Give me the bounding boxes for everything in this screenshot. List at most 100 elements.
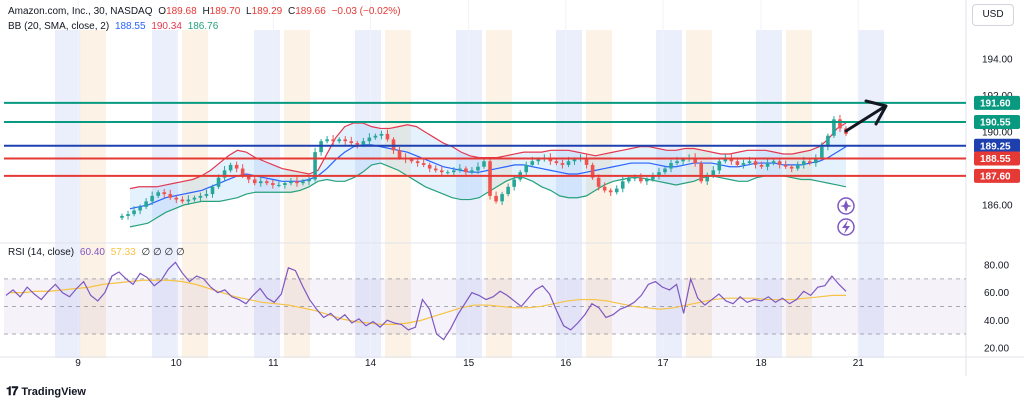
candle-body — [705, 175, 710, 182]
candle-body — [446, 172, 450, 174]
rsi-extra-values: ∅ ∅ ∅ ∅ — [141, 247, 185, 258]
candle-body — [138, 206, 142, 211]
open-label: O — [158, 6, 167, 17]
candle-body — [433, 168, 438, 171]
candle-body — [301, 181, 305, 184]
time-axis[interactable]: 9 10 11 14 15 16 17 18 21 — [75, 358, 864, 369]
candle-body — [355, 143, 360, 145]
candle-body — [337, 139, 341, 142]
level-price-label: 189.25 — [980, 141, 1011, 152]
candle-body — [482, 161, 486, 167]
currency-button[interactable]: USD — [972, 4, 1014, 26]
candle-body — [126, 214, 130, 216]
candle-body — [307, 179, 311, 182]
candle-body — [741, 163, 746, 165]
candle-body — [265, 181, 269, 184]
candle-body — [820, 146, 824, 158]
high-label: H — [202, 6, 210, 17]
level-price-badge[interactable] — [974, 168, 1020, 183]
candle-body — [717, 161, 722, 171]
candle-body — [222, 170, 227, 178]
bb-lower-value: 186.76 — [187, 21, 219, 32]
candle-body — [614, 188, 619, 193]
low-label: L — [246, 6, 252, 17]
session-band — [80, 30, 106, 358]
bb-upper-value: 190.34 — [151, 21, 182, 32]
rsi-tick-label: 60.00 — [984, 288, 1009, 299]
time-tick-label: 18 — [756, 358, 768, 369]
candle-body — [693, 157, 697, 164]
candlesticks — [120, 114, 848, 220]
candle-body — [488, 161, 492, 196]
candle-body — [234, 164, 239, 169]
level-price-badge[interactable] — [974, 138, 1020, 153]
open-value: 189.68 — [166, 6, 197, 17]
candle-body — [144, 201, 148, 207]
candle-body — [470, 170, 474, 173]
candle-body — [289, 181, 293, 184]
level-price-badge[interactable] — [974, 151, 1020, 166]
candle-body — [228, 164, 233, 171]
price-tick-label: 186.00 — [982, 201, 1013, 212]
candle-body — [783, 164, 788, 167]
candle-body — [675, 161, 679, 164]
time-tick-label: 15 — [463, 358, 475, 369]
candle-body — [669, 163, 673, 169]
tradingview-logo-text: TradingView — [21, 385, 86, 398]
rsi-tick-label: 20.00 — [984, 343, 1009, 354]
level-price-label: 190.55 — [980, 118, 1011, 129]
candle-body — [747, 161, 752, 164]
candle-body — [452, 170, 456, 173]
time-tick-label: 10 — [171, 358, 183, 369]
trend-arrow-annotation — [844, 99, 888, 133]
candle-body — [397, 150, 402, 158]
candle-body — [838, 119, 842, 129]
price-axis[interactable]: 194.00192.00190.00186.00191.60190.55189.… — [974, 55, 1020, 212]
session-band — [556, 30, 582, 358]
price-tick-label: 190.00 — [982, 128, 1013, 139]
candle-body — [156, 192, 160, 196]
candle-body — [150, 195, 154, 202]
candle-body — [439, 170, 444, 173]
chart-side-icons[interactable] — [837, 197, 855, 236]
symbol-title[interactable]: Amazon.com, Inc., 30, NASDAQ — [8, 6, 153, 17]
plus-sparkle-icon — [840, 200, 852, 212]
candle-body — [343, 139, 348, 142]
high-value: 189.70 — [209, 6, 241, 17]
rsi-line — [5, 261, 847, 341]
rsi-axis[interactable]: 80.00 60.00 40.00 20.00 — [984, 261, 1009, 355]
candle-body — [500, 194, 504, 202]
candle-body — [560, 163, 565, 165]
session-band — [656, 30, 682, 358]
candle-body — [476, 166, 480, 171]
legend-bollinger[interactable]: BB (20, SMA, close, 2) 188.55 190.34 186… — [8, 21, 221, 32]
grid — [0, 0, 1024, 376]
candle-body — [313, 152, 317, 180]
candle-body — [120, 215, 124, 218]
candle-body — [657, 172, 661, 176]
candle-body — [464, 168, 468, 173]
candle-body — [421, 163, 426, 165]
level-price-badge[interactable] — [974, 95, 1020, 110]
tradingview-logo[interactable]: 𝟏𝟕 TradingView — [6, 384, 86, 399]
level-price-badge[interactable] — [974, 115, 1020, 130]
candle-body — [494, 195, 498, 202]
candle-body — [699, 163, 703, 182]
rsi-ma-value: 57.33 — [110, 247, 136, 258]
candle-body — [645, 179, 649, 182]
rsi-label: RSI (14, close) — [8, 247, 75, 258]
candle-body — [379, 133, 384, 136]
time-tick-label: 16 — [560, 358, 572, 369]
low-value: 189.29 — [251, 6, 283, 17]
candle-body — [458, 168, 462, 171]
candle-body — [554, 161, 559, 164]
candle-body — [204, 194, 209, 196]
candle-body — [277, 184, 281, 186]
candle-body — [198, 195, 203, 198]
candle-body — [735, 161, 740, 165]
legend-rsi[interactable]: RSI (14, close) 60.40 57.33 ∅ ∅ ∅ ∅ — [8, 247, 188, 258]
candle-body — [590, 164, 595, 178]
candle-body — [325, 139, 329, 142]
candle-body — [814, 157, 818, 164]
